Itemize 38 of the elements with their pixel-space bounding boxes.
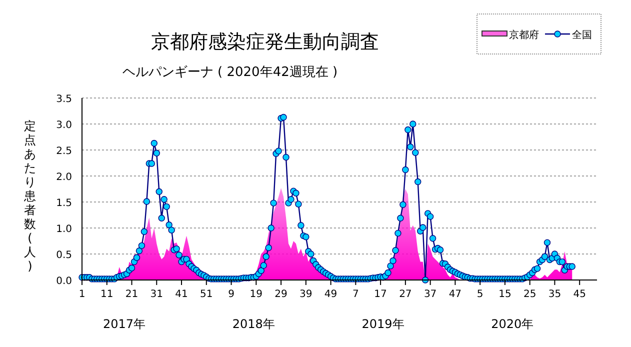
x-tick-label: 51 — [200, 289, 213, 300]
x-tick-label: 49 — [324, 289, 338, 300]
x-tick-label: 19 — [250, 289, 263, 300]
y-tick-label: 2.5 — [56, 146, 72, 157]
x-tick-label: 47 — [448, 289, 462, 300]
y-tick-label: 1.0 — [56, 224, 72, 235]
x-tick-label: 37 — [424, 289, 437, 300]
x-tick-label: 39 — [300, 289, 312, 300]
x-tick-label: 21 — [125, 289, 138, 300]
x-tick-label: 1 — [78, 289, 86, 300]
y-tick-label: 3.0 — [56, 120, 72, 131]
text: 定点あたり患者数(人) — [24, 119, 36, 273]
x-tick-label: 45 — [573, 289, 586, 300]
x-tick-label: 25 — [523, 289, 536, 300]
y-tick-label: 2.0 — [56, 172, 72, 183]
y-tick-label: 1.5 — [56, 198, 72, 209]
text: 2019年 — [362, 317, 404, 331]
x-tick-label: 15 — [498, 289, 512, 300]
legend-label: 全国 — [572, 29, 592, 41]
x-tick-label: 5 — [476, 289, 484, 300]
legend-label: 京都府 — [509, 29, 539, 41]
x-tick-label: 35 — [548, 289, 562, 300]
x-tick-label: 31 — [150, 289, 164, 300]
x-tick-label: 11 — [100, 289, 114, 300]
y-tick-label: 0.0 — [56, 276, 72, 287]
x-tick-label: 29 — [274, 289, 288, 300]
text: 2018年 — [232, 317, 275, 331]
text: 2017年 — [103, 317, 146, 331]
text: 2020年 — [491, 317, 534, 331]
y-tick-label: 3.5 — [56, 94, 72, 105]
x-tick-label: 17 — [374, 289, 387, 300]
x-tick-label: 41 — [175, 289, 188, 300]
chart-title: 京都府感染症発生動向調査 — [151, 31, 379, 53]
chart-subtitle: ヘルパンギーナ ( 2020年42週現在 ) — [122, 65, 338, 80]
x-tick-label: 9 — [228, 289, 234, 300]
y-tick-label: 0.5 — [56, 250, 72, 261]
x-tick-label: 7 — [352, 289, 359, 300]
x-tick-label: 27 — [399, 289, 412, 300]
